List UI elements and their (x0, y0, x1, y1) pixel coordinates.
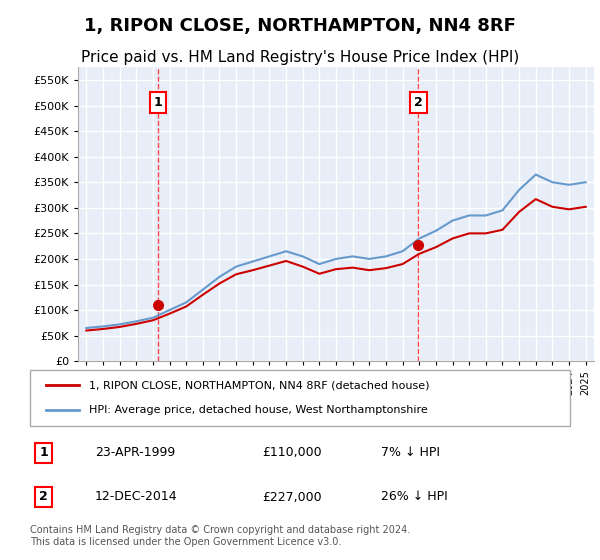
Text: 1: 1 (154, 96, 163, 109)
Text: 1, RIPON CLOSE, NORTHAMPTON, NN4 8RF: 1, RIPON CLOSE, NORTHAMPTON, NN4 8RF (84, 17, 516, 35)
Text: Price paid vs. HM Land Registry's House Price Index (HPI): Price paid vs. HM Land Registry's House … (81, 50, 519, 66)
Text: 2: 2 (414, 96, 423, 109)
Text: 23-APR-1999: 23-APR-1999 (95, 446, 175, 459)
Text: 1: 1 (39, 446, 48, 459)
Text: 7% ↓ HPI: 7% ↓ HPI (381, 446, 440, 459)
Text: Contains HM Land Registry data © Crown copyright and database right 2024.
This d: Contains HM Land Registry data © Crown c… (30, 525, 410, 547)
Text: £227,000: £227,000 (262, 491, 322, 503)
Text: 2: 2 (39, 491, 48, 503)
Text: 12-DEC-2014: 12-DEC-2014 (95, 491, 178, 503)
FancyBboxPatch shape (30, 370, 570, 426)
Text: 26% ↓ HPI: 26% ↓ HPI (381, 491, 448, 503)
Text: £110,000: £110,000 (262, 446, 322, 459)
Text: 1, RIPON CLOSE, NORTHAMPTON, NN4 8RF (detached house): 1, RIPON CLOSE, NORTHAMPTON, NN4 8RF (de… (89, 380, 430, 390)
Text: HPI: Average price, detached house, West Northamptonshire: HPI: Average price, detached house, West… (89, 405, 428, 415)
